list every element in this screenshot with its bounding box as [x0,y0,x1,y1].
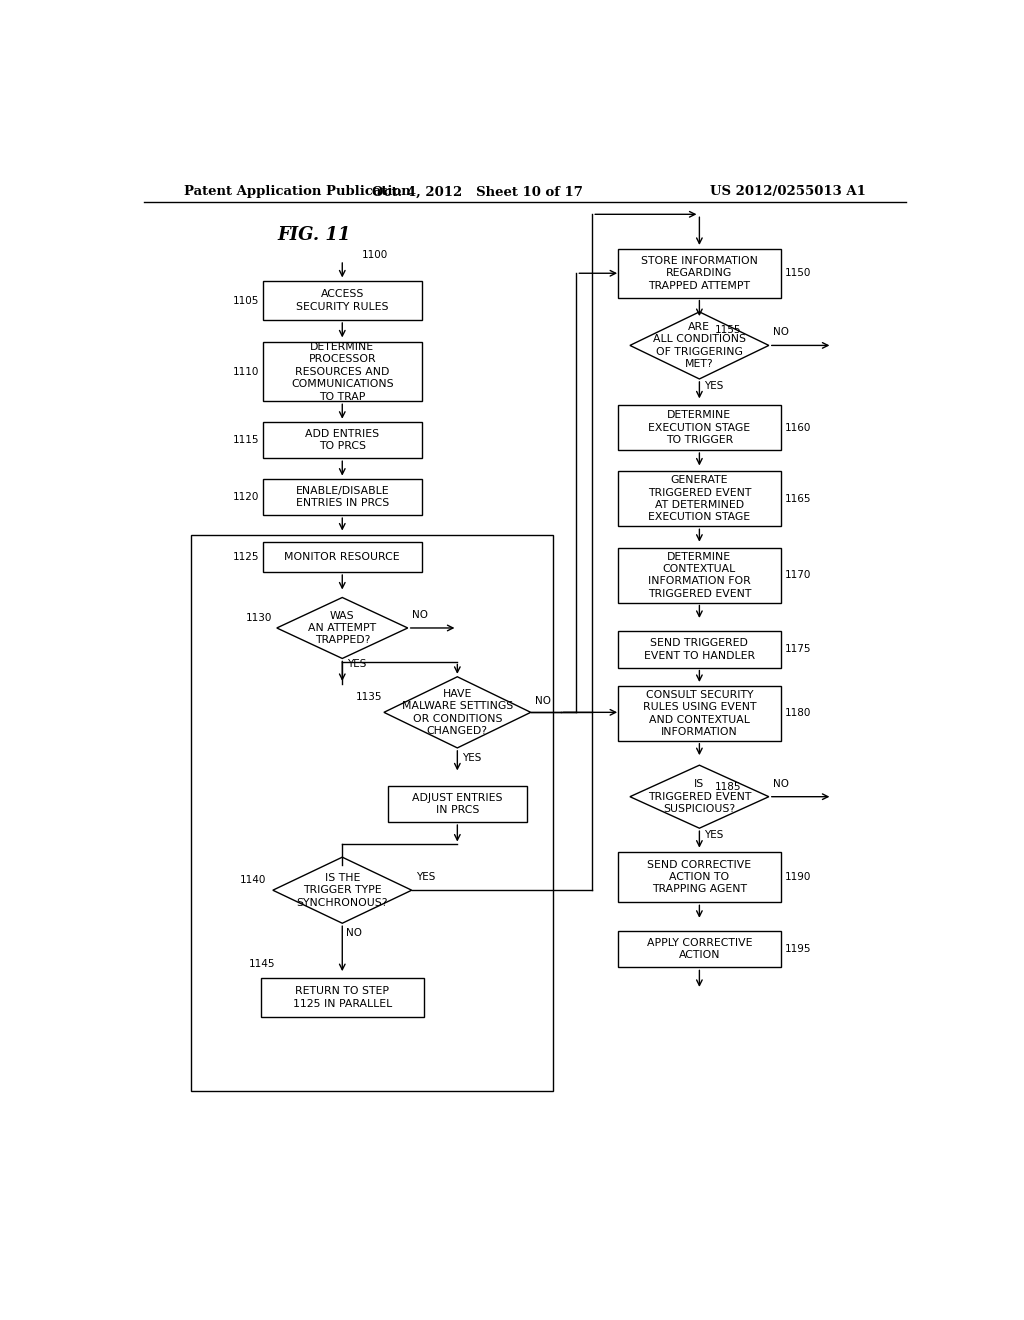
Text: 1105: 1105 [232,296,259,306]
Text: 1145: 1145 [248,958,274,969]
FancyBboxPatch shape [263,421,422,458]
Text: SEND TRIGGERED
EVENT TO HANDLER: SEND TRIGGERED EVENT TO HANDLER [644,638,755,660]
FancyBboxPatch shape [263,479,422,515]
Text: 1110: 1110 [232,367,259,376]
Text: Oct. 4, 2012   Sheet 10 of 17: Oct. 4, 2012 Sheet 10 of 17 [372,185,583,198]
Text: 1115: 1115 [232,436,259,445]
Text: Patent Application Publication: Patent Application Publication [183,185,411,198]
FancyBboxPatch shape [618,548,780,602]
Text: MONITOR RESOURCE: MONITOR RESOURCE [285,552,400,562]
Text: ADJUST ENTRIES
IN PRCS: ADJUST ENTRIES IN PRCS [412,792,503,814]
Text: APPLY CORRECTIVE
ACTION: APPLY CORRECTIVE ACTION [646,939,753,961]
Polygon shape [384,677,530,748]
Polygon shape [276,598,408,659]
Text: 1150: 1150 [785,268,811,279]
Text: NO: NO [535,696,551,706]
Text: YES: YES [705,381,724,391]
Text: 1160: 1160 [785,422,811,433]
Text: ACCESS
SECURITY RULES: ACCESS SECURITY RULES [296,289,388,312]
Text: NO: NO [346,928,362,939]
Text: NO: NO [412,610,428,620]
Text: IS THE
TRIGGER TYPE
SYNCHRONOUS?: IS THE TRIGGER TYPE SYNCHRONOUS? [297,873,388,908]
Text: ADD ENTRIES
TO PRCS: ADD ENTRIES TO PRCS [305,429,379,451]
Text: 1125: 1125 [232,552,259,562]
Text: US 2012/0255013 A1: US 2012/0255013 A1 [711,185,866,198]
Text: 1165: 1165 [785,494,812,504]
Text: SEND CORRECTIVE
ACTION TO
TRAPPING AGENT: SEND CORRECTIVE ACTION TO TRAPPING AGENT [647,859,752,895]
FancyBboxPatch shape [618,249,780,297]
Polygon shape [630,312,769,379]
Text: YES: YES [462,754,481,763]
Polygon shape [272,857,412,923]
Text: RETURN TO STEP
1125 IN PARALLEL: RETURN TO STEP 1125 IN PARALLEL [293,986,392,1008]
Text: STORE INFORMATION
REGARDING
TRAPPED ATTEMPT: STORE INFORMATION REGARDING TRAPPED ATTE… [641,256,758,290]
Text: IS
TRIGGERED EVENT
SUSPICIOUS?: IS TRIGGERED EVENT SUSPICIOUS? [648,779,751,814]
Text: 1120: 1120 [232,492,259,502]
FancyBboxPatch shape [618,931,780,968]
Text: YES: YES [347,659,367,669]
Text: CONSULT SECURITY
RULES USING EVENT
AND CONTEXTUAL
INFORMATION: CONSULT SECURITY RULES USING EVENT AND C… [643,690,756,737]
Text: 1140: 1140 [240,875,266,884]
FancyBboxPatch shape [618,631,780,668]
FancyBboxPatch shape [263,342,422,401]
Text: 1135: 1135 [355,692,382,702]
Text: FIG. 11: FIG. 11 [278,226,351,244]
Text: 1190: 1190 [785,873,811,882]
Text: 1180: 1180 [785,709,811,718]
Text: 1195: 1195 [785,944,812,954]
Text: NO: NO [773,327,788,338]
FancyBboxPatch shape [263,541,422,572]
FancyBboxPatch shape [261,978,424,1016]
Text: ENABLE/DISABLE
ENTRIES IN PRCS: ENABLE/DISABLE ENTRIES IN PRCS [296,486,389,508]
Text: 1100: 1100 [362,249,388,260]
Text: GENERATE
TRIGGERED EVENT
AT DETERMINED
EXECUTION STAGE: GENERATE TRIGGERED EVENT AT DETERMINED E… [648,475,751,523]
Text: DETERMINE
CONTEXTUAL
INFORMATION FOR
TRIGGERED EVENT: DETERMINE CONTEXTUAL INFORMATION FOR TRI… [648,552,751,599]
Text: DETERMINE
EXECUTION STAGE
TO TRIGGER: DETERMINE EXECUTION STAGE TO TRIGGER [648,411,751,445]
Text: ARE
ALL CONDITIONS
OF TRIGGERING
MET?: ARE ALL CONDITIONS OF TRIGGERING MET? [653,322,745,370]
FancyBboxPatch shape [618,471,780,527]
Text: HAVE
MALWARE SETTINGS
OR CONDITIONS
CHANGED?: HAVE MALWARE SETTINGS OR CONDITIONS CHAN… [401,689,513,737]
FancyBboxPatch shape [618,405,780,450]
Polygon shape [630,766,769,828]
Text: YES: YES [705,830,724,841]
Text: DETERMINE
PROCESSOR
RESOURCES AND
COMMUNICATIONS
TO TRAP: DETERMINE PROCESSOR RESOURCES AND COMMUN… [291,342,393,401]
Text: 1185: 1185 [715,781,741,792]
Text: NO: NO [773,779,788,788]
Text: 1155: 1155 [715,325,741,335]
FancyBboxPatch shape [618,686,780,741]
Text: YES: YES [416,873,435,882]
FancyBboxPatch shape [263,281,422,319]
FancyBboxPatch shape [388,785,526,822]
Text: 1130: 1130 [246,612,272,623]
Text: 1170: 1170 [785,570,811,579]
Text: 1175: 1175 [785,644,812,655]
FancyBboxPatch shape [618,851,780,903]
Text: WAS
AN ATTEMPT
TRAPPED?: WAS AN ATTEMPT TRAPPED? [308,611,377,645]
